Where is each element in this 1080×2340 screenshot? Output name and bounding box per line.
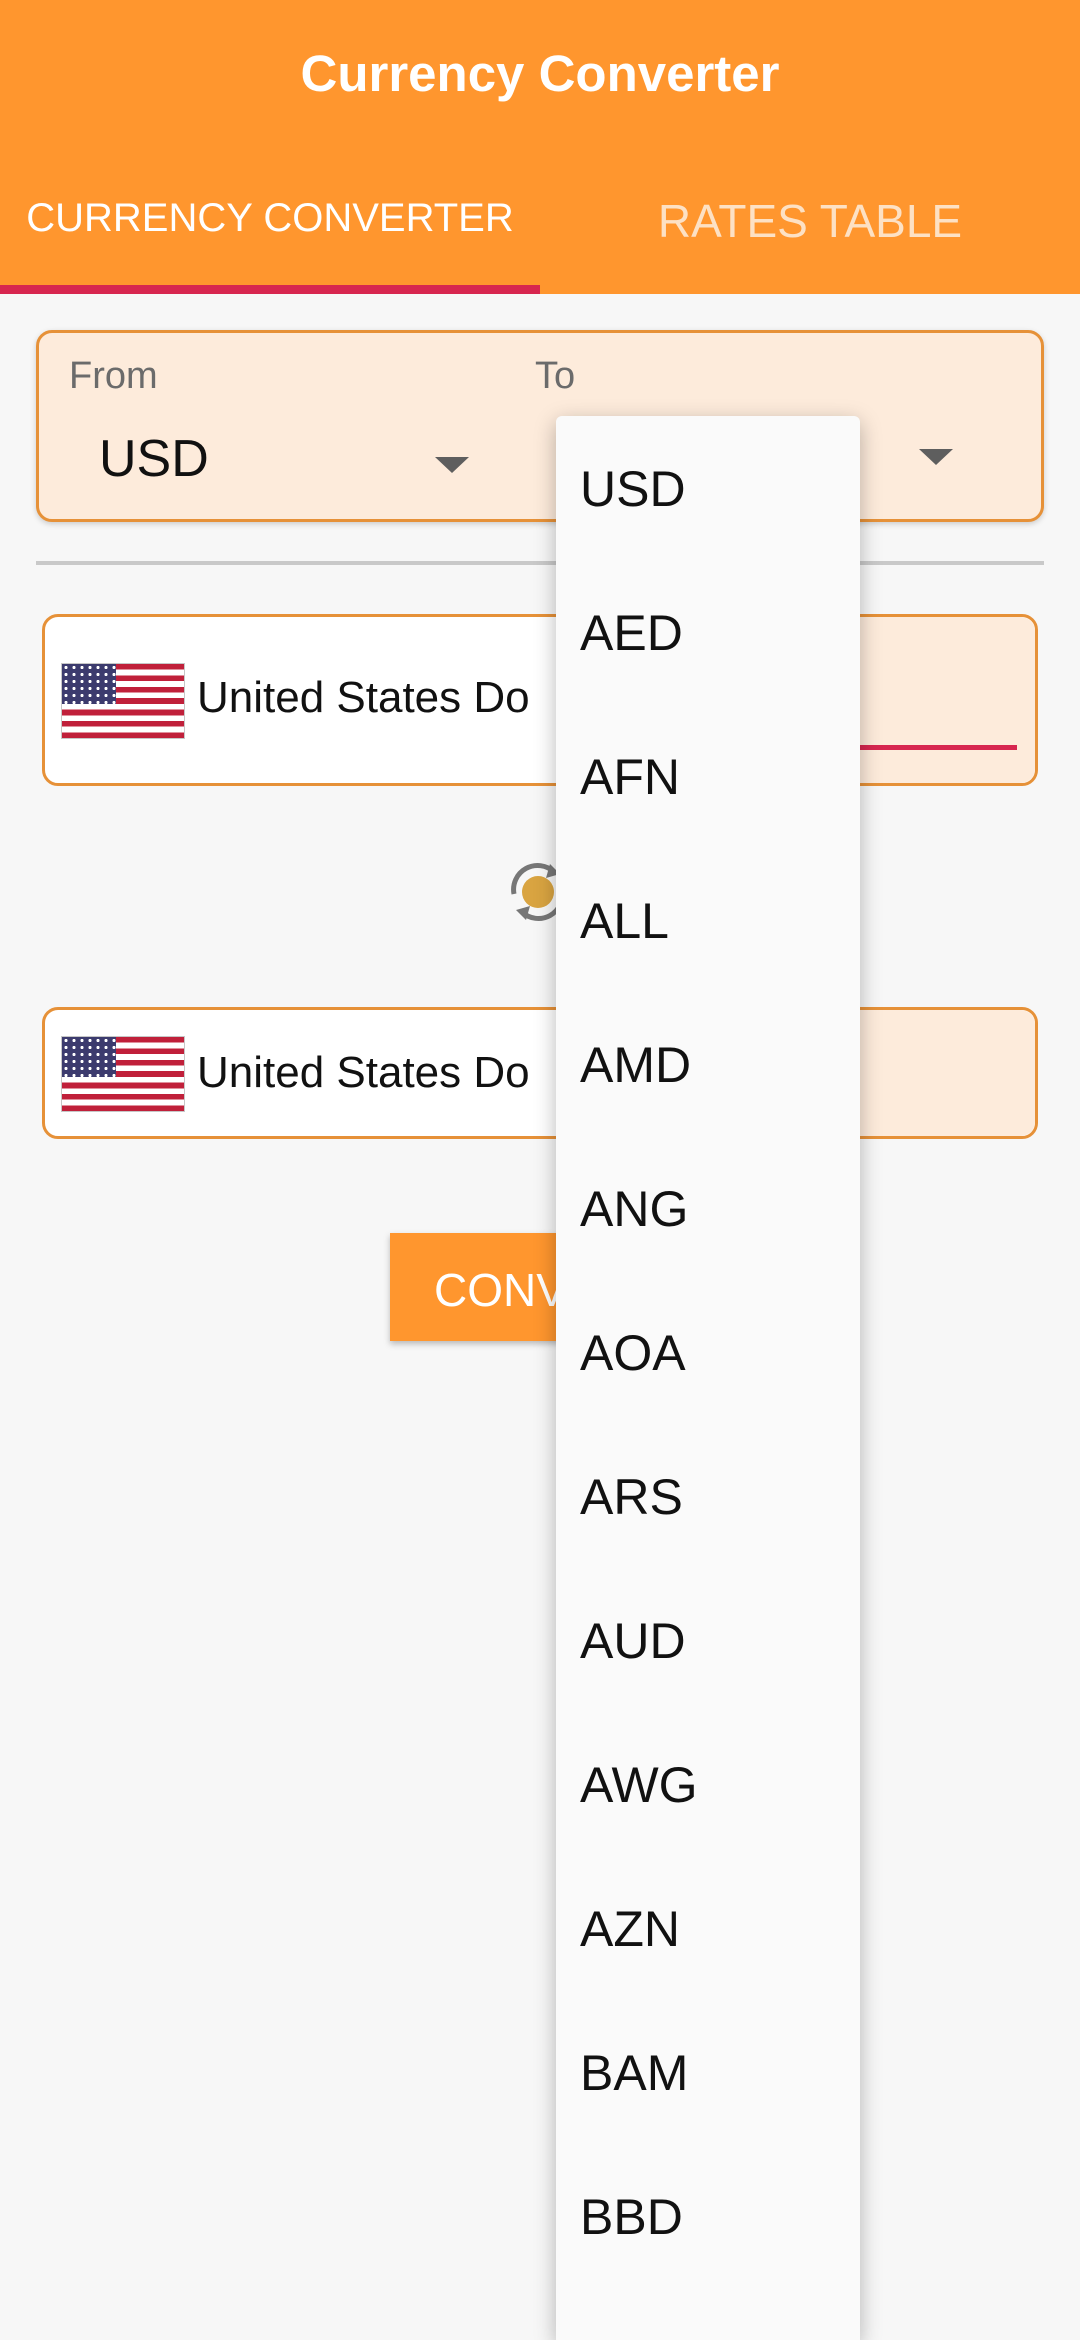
currency-selector-card: From To USD (36, 330, 1044, 522)
swap-icon[interactable] (500, 854, 576, 930)
dropdown-option[interactable]: AMD (580, 1037, 692, 1093)
dropdown-option[interactable]: ALL (580, 893, 669, 949)
tab-currency-converter[interactable]: CURRENCY CONVERTER (26, 196, 514, 240)
to-label: To (535, 355, 576, 397)
to-currency-dropdown[interactable]: USD AED AFN ALL AMD ANG AOA ARS AUD AWG … (556, 416, 860, 2340)
dropdown-option[interactable]: AUD (580, 1613, 686, 1669)
app-title: Currency Converter (300, 45, 780, 102)
dropdown-option[interactable]: AZN (580, 1901, 680, 1957)
output-currency-name: United States Do (197, 1048, 530, 1097)
dropdown-option[interactable]: AWG (580, 1757, 698, 1813)
tab-rates-table[interactable]: RATES TABLE (657, 195, 963, 247)
dropdown-option[interactable]: USD (580, 461, 686, 517)
input-currency-name: United States Do (197, 673, 530, 722)
dropdown-option[interactable]: AOA (580, 1325, 686, 1381)
dropdown-option[interactable]: AFN (580, 749, 680, 805)
chevron-down-icon[interactable] (919, 449, 953, 465)
us-flag-icon (61, 663, 185, 739)
from-currency-select[interactable]: USD (99, 430, 209, 488)
divider (36, 561, 1044, 565)
amount-input-card[interactable]: United States Do (42, 614, 1038, 786)
dropdown-option[interactable]: ANG (580, 1181, 689, 1237)
convert-button-label: CONV (434, 1264, 567, 1316)
dropdown-option[interactable]: ARS (580, 1469, 683, 1525)
from-label: From (69, 355, 158, 397)
dropdown-option[interactable]: AED (580, 605, 683, 661)
result-card: United States Do (42, 1007, 1038, 1139)
active-tab-indicator (0, 285, 540, 294)
dropdown-option[interactable]: BAM (580, 2045, 689, 2101)
chevron-down-icon[interactable] (435, 457, 469, 473)
dropdown-option[interactable]: BBD (580, 2189, 683, 2245)
app-bar: Currency Converter CURRENCY CONVERTER RA… (0, 0, 1080, 294)
us-flag-icon (61, 1036, 185, 1112)
